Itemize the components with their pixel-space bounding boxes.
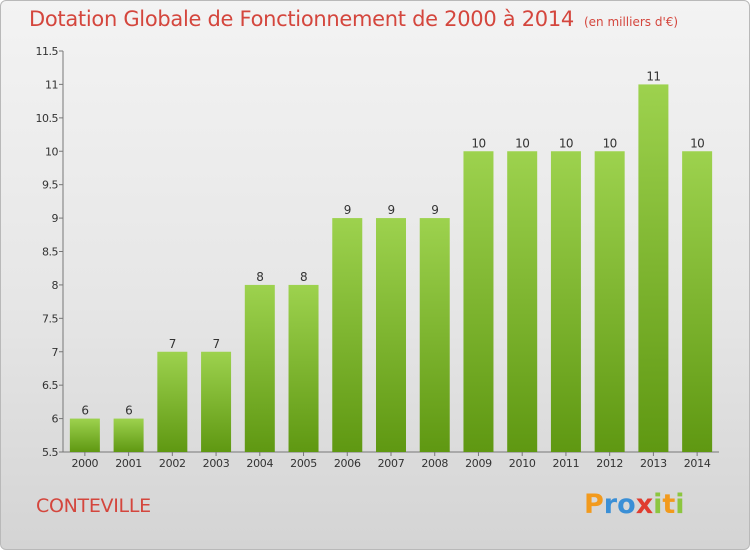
y-tick-label: 6.5 — [42, 379, 58, 392]
data-label: 10 — [690, 136, 704, 150]
data-label: 6 — [81, 404, 88, 418]
y-tick-label: 11 — [45, 78, 58, 91]
chart-unit: (en milliers d'€) — [583, 15, 679, 29]
logo-letter: i — [653, 489, 663, 520]
logo-letter: t — [662, 489, 676, 520]
x-tick-label: 2002 — [159, 457, 186, 470]
data-label: 10 — [559, 136, 573, 150]
data-label: 10 — [471, 136, 485, 150]
x-tick-label: 2003 — [203, 457, 230, 470]
data-label: 8 — [300, 270, 307, 284]
chart-title-block: Dotation Globale de Fonctionnement de 20… — [29, 7, 678, 31]
x-tick-label: 2010 — [509, 457, 536, 470]
data-label: 8 — [256, 270, 263, 284]
bar — [113, 418, 144, 452]
bar — [332, 218, 363, 452]
y-tick-label: 7 — [52, 346, 59, 359]
x-tick-label: 2001 — [115, 457, 142, 470]
logo-letter: o — [617, 489, 636, 520]
x-tick-label: 2008 — [421, 457, 448, 470]
y-tick-label: 10 — [45, 145, 58, 158]
chart-title: Dotation Globale de Fonctionnement de 20… — [29, 7, 574, 31]
data-label: 9 — [344, 203, 351, 217]
bar — [288, 284, 319, 452]
logo-letter: x — [635, 489, 654, 520]
y-tick-label: 9.5 — [42, 179, 58, 192]
x-tick-label: 2013 — [640, 457, 667, 470]
bar — [69, 418, 100, 452]
bar — [638, 84, 669, 453]
bar — [507, 151, 538, 452]
bars — [69, 84, 713, 453]
data-label: 7 — [169, 337, 176, 351]
bar — [376, 218, 406, 452]
bar — [244, 284, 275, 452]
data-label: 11 — [646, 69, 660, 83]
logo-letter: P — [584, 489, 604, 520]
y-tick-label: 5.5 — [42, 446, 58, 459]
x-tick-label: 2006 — [334, 457, 361, 470]
logo-letter: i — [675, 489, 685, 520]
y-tick-label: 9 — [52, 212, 59, 225]
bar — [419, 218, 450, 452]
bar — [550, 151, 581, 452]
data-label: 10 — [603, 136, 617, 150]
data-label: 6 — [125, 404, 132, 418]
bar — [594, 151, 625, 452]
x-tick-label: 2007 — [378, 457, 405, 470]
proxiti-logo: Proxiti — [584, 489, 685, 520]
data-labels: 6 6 7 7 8 8 9 9 9 10 10 10 10 11 10 — [81, 69, 704, 417]
bar — [157, 351, 188, 452]
data-label: 7 — [213, 337, 220, 351]
logo-letter: r — [603, 489, 618, 520]
x-tick-label: 2011 — [553, 457, 580, 470]
bar — [682, 151, 713, 452]
y-tick-label: 8 — [52, 279, 59, 292]
data-label: 9 — [431, 203, 438, 217]
data-label: 9 — [387, 203, 394, 217]
data-label: 10 — [515, 136, 529, 150]
y-tick-label: 10.5 — [36, 112, 59, 125]
x-tick-label: 2005 — [290, 457, 317, 470]
axes: 5.5 6 6.5 7 7.5 8 8.5 9 9.5 10 10.5 11 11.5 2000 2001 2… — [36, 45, 719, 470]
bar — [463, 151, 494, 452]
x-tick-label: 2014 — [684, 457, 711, 470]
y-tick-label: 11.5 — [36, 45, 59, 58]
bar — [201, 351, 232, 452]
y-tick-label: 7.5 — [42, 312, 58, 325]
x-tick-label: 2000 — [71, 457, 98, 470]
x-tick-label: 2004 — [246, 457, 273, 470]
commune-name: CONTEVILLE — [36, 495, 151, 517]
x-tick-label: 2012 — [596, 457, 623, 470]
x-tick-label: 2009 — [465, 457, 492, 470]
y-tick-label: 6 — [52, 413, 59, 426]
y-tick-label: 8.5 — [42, 246, 58, 259]
